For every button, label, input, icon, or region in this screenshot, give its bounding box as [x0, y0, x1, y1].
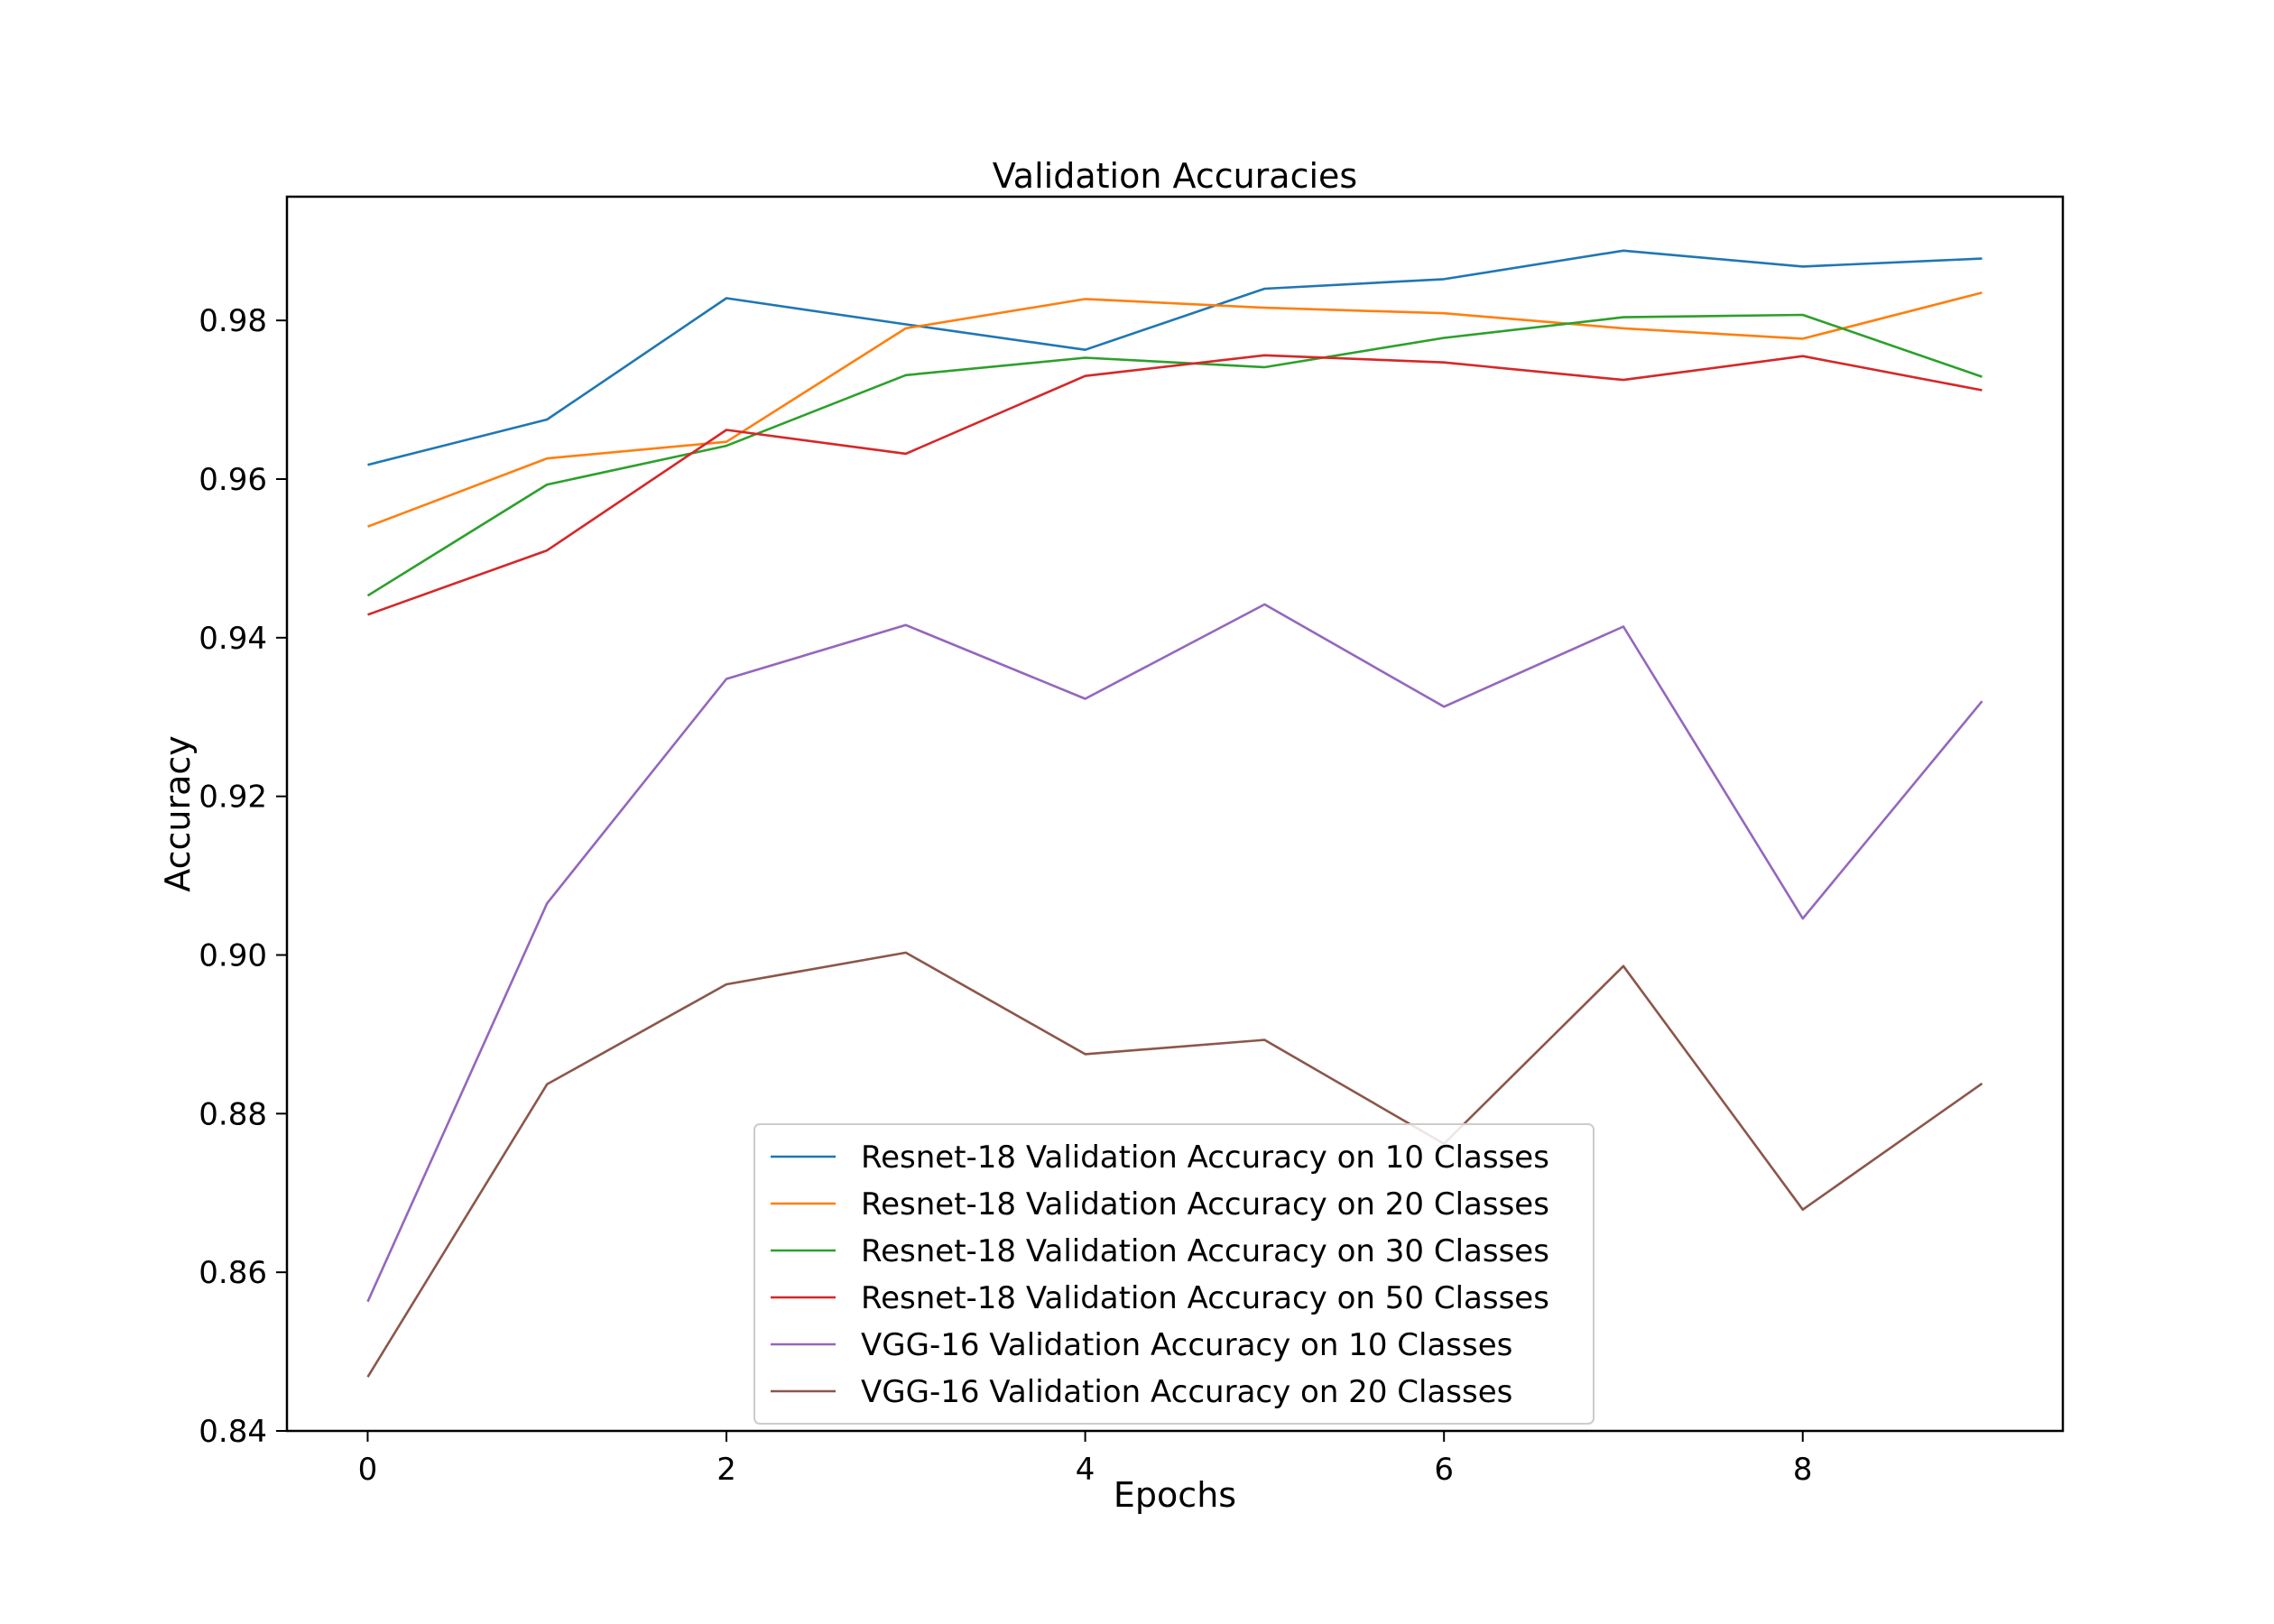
series-layer	[366, 249, 1983, 1378]
legend-label: VGG-16 Validation Accuracy on 10 Classes	[861, 1327, 1512, 1363]
legend-label: Resnet-18 Validation Accuracy on 20 Clas…	[861, 1186, 1549, 1223]
x-tick-label: 4	[1076, 1452, 1095, 1488]
chart-title: Validation Accuracies	[993, 156, 1357, 196]
legend-box	[753, 1123, 1595, 1425]
series-line-1	[367, 249, 1983, 466]
x-axis: 0 2 4 6 8	[358, 1431, 1813, 1488]
series-line-6	[366, 951, 1983, 1378]
x-axis-label: Epochs	[1114, 1475, 1236, 1515]
x-tick-label: 6	[1434, 1452, 1454, 1488]
y-tick-label: 0.94	[199, 621, 267, 657]
series-line-3	[366, 313, 1983, 597]
axes-frame	[285, 195, 2065, 1433]
x-tick-label: 8	[1793, 1452, 1813, 1488]
y-tick-label: 0.98	[199, 303, 267, 339]
y-tick-label: 0.96	[199, 462, 267, 498]
series-line-4	[367, 354, 1983, 616]
legend: Resnet-18 Validation Accuracy on 10 Clas…	[753, 1123, 1595, 1425]
y-axis-label: Accuracy	[158, 735, 198, 892]
y-tick-label: 0.92	[199, 780, 267, 816]
legend-label: Resnet-18 Validation Accuracy on 10 Clas…	[861, 1140, 1549, 1176]
y-tick-label: 0.90	[199, 937, 267, 973]
y-tick-label: 0.84	[199, 1414, 267, 1450]
legend-label: Resnet-18 Validation Accuracy on 30 Clas…	[861, 1233, 1549, 1269]
y-tick-label: 0.86	[199, 1255, 267, 1291]
y-axis: 0.84 0.86 0.88 0.90 0.92 0.94 0.96 0.98	[199, 303, 287, 1450]
legend-label: Resnet-18 Validation Accuracy on 50 Clas…	[861, 1280, 1549, 1316]
y-tick-label: 0.88	[199, 1096, 267, 1132]
x-tick-label: 2	[716, 1452, 736, 1488]
legend-label: VGG-16 Validation Accuracy on 20 Classes	[861, 1374, 1512, 1410]
series-line-5	[366, 603, 1983, 1303]
x-tick-label: 0	[358, 1452, 378, 1488]
series-line-2	[367, 291, 1983, 528]
